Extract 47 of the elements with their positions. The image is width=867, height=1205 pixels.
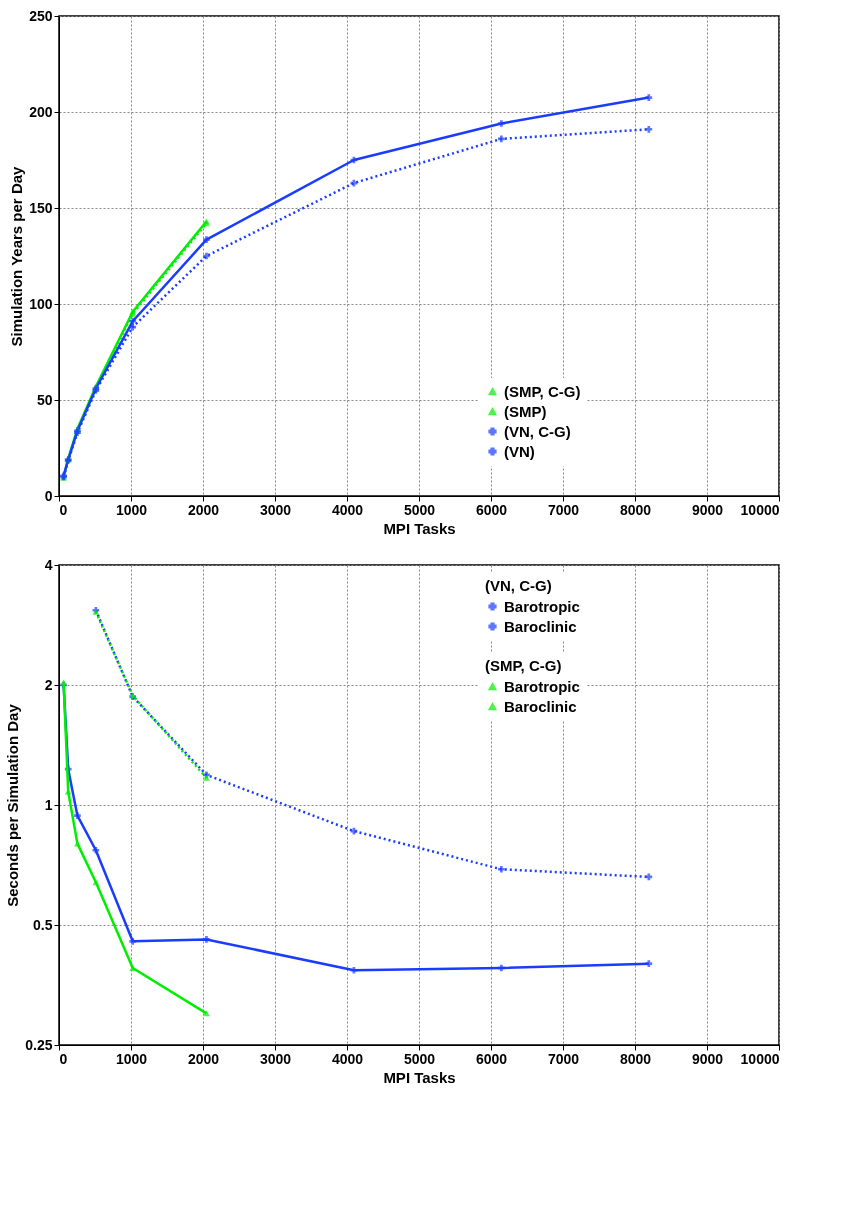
y-tick-label: 200 <box>29 103 53 120</box>
x-tick-label: 10000 <box>740 501 780 518</box>
legend-label: (VN, C-G) <box>504 422 571 440</box>
x-tick-label: 4000 <box>331 501 364 518</box>
x-tick-label: 3000 <box>259 1050 292 1067</box>
x-tick-label: 3000 <box>259 501 292 518</box>
legend-label: Barotropic <box>504 597 580 615</box>
y-tick-label: 1 <box>44 796 53 813</box>
y-tick-label: 0.25 <box>25 1036 53 1053</box>
x-tick-label: 1000 <box>115 1050 148 1067</box>
legend-label: Baroclinic <box>504 617 577 635</box>
legend-label: Barotropic <box>504 677 580 695</box>
x-tick-label: 7000 <box>547 501 580 518</box>
text: (SMP, C-G) <box>485 657 562 674</box>
y-tick-label: 2 <box>44 676 53 693</box>
y-axis-title: Seconds per Simulation Day <box>4 703 22 907</box>
x-axis-title: MPI Tasks <box>383 519 456 537</box>
x-tick-label: 8000 <box>619 1050 652 1067</box>
y-tick-label: 0 <box>44 487 53 504</box>
x-tick-label: 9000 <box>691 501 724 518</box>
y-tick-label: 50 <box>36 391 53 408</box>
x-tick-label: 10000 <box>740 1050 780 1067</box>
x-tick-label: 2000 <box>187 1050 220 1067</box>
legend-label: (SMP, C-G) <box>504 382 581 400</box>
y-tick-label: 100 <box>29 295 53 312</box>
x-tick-label: 1000 <box>115 501 148 518</box>
y-tick-label: 0.5 <box>33 916 53 933</box>
y-axis-title: Simulation Years per Day <box>8 165 26 347</box>
legend-label: (SMP) <box>504 402 547 420</box>
x-tick-label: 8000 <box>619 501 652 518</box>
x-tick-label: 6000 <box>475 1050 508 1067</box>
text: (VN, C-G) <box>485 577 552 594</box>
x-tick-label: 4000 <box>331 1050 364 1067</box>
legend-label: (VN) <box>504 442 535 460</box>
x-tick-label: 9000 <box>691 1050 724 1067</box>
x-tick-label: 7000 <box>547 1050 580 1067</box>
x-tick-label: 6000 <box>475 501 508 518</box>
legend-label: Baroclinic <box>504 697 577 715</box>
x-axis-title: MPI Tasks <box>383 1068 456 1086</box>
x-tick-label: 0 <box>59 501 68 518</box>
y-tick-label: 150 <box>29 199 53 216</box>
y-tick-label: 250 <box>29 7 53 24</box>
x-tick-label: 2000 <box>187 501 220 518</box>
x-tick-label: 5000 <box>403 501 436 518</box>
x-tick-label: 5000 <box>403 1050 436 1067</box>
y-tick-label: 4 <box>44 556 53 573</box>
x-tick-label: 0 <box>59 1050 68 1067</box>
